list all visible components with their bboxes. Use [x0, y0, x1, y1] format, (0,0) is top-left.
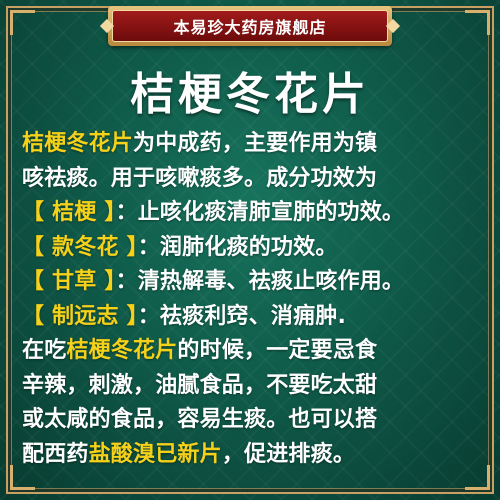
text-line: 【 制远志 】：祛痰利窍、消痈肿.: [22, 300, 492, 335]
text-line: 【 甘草 】：清热解毒、祛痰止咳作用。: [22, 265, 492, 300]
body-text: ：祛痰利窍、消痈肿.: [137, 303, 347, 329]
body-text: ：止咳化痰清肺宣肺的功效。: [115, 200, 405, 225]
text-line: 辛辣，刺激，油腻食品，不要吃太甜: [22, 369, 492, 404]
text-line: 在吃桔梗冬花片的时候，一定要忌食: [22, 334, 492, 369]
text-line: 【 款冬花 】：润肺化痰的功效。: [22, 231, 492, 266]
highlighted-text: 桔梗冬花片: [22, 131, 134, 156]
text-line: 咳祛痰。用于咳嗽痰多。成分功效为: [22, 162, 492, 197]
text-line: 桔梗冬花片为中成药，主要作用为镇: [22, 127, 492, 162]
body-text: ，促进排痰。: [221, 441, 356, 467]
highlighted-text: 【 甘草 】: [22, 269, 116, 294]
store-banner: 本易珍大药房旗舰店: [99, 6, 401, 46]
highlighted-text: 桔梗冬花片: [66, 338, 178, 363]
body-text: 配西药: [22, 441, 89, 467]
body-text: 的时候，一定要忌食: [177, 338, 378, 363]
description-text: 桔梗冬花片为中成药，主要作用为镇 咳祛痰。用于咳嗽痰多。成分功效为【 桔梗 】：止…: [22, 127, 492, 472]
body-text: 咳祛痰。用于咳嗽痰多。成分功效为: [22, 165, 378, 191]
body-text: ：清热解毒、祛痰止咳作用。: [115, 269, 405, 294]
text-line: 配西药盐酸溴已新片，促进排痰。: [22, 438, 492, 473]
text-line: 或太咸的食品，容易生痰。也可以搭: [22, 403, 492, 438]
body-text: 或太咸的食品，容易生痰。也可以搭: [22, 407, 378, 432]
store-name: 本易珍大药房旗舰店: [173, 18, 327, 37]
highlighted-text: 【 款冬花 】: [22, 234, 138, 260]
highlighted-text: 【 制远志 】: [22, 303, 138, 329]
text-line: 【 桔梗 】：止咳化痰清肺宣肺的功效。: [22, 196, 492, 231]
body-text: 为中成药，主要作用为镇: [133, 131, 378, 156]
body-text: 在吃: [22, 338, 67, 363]
body-text: 辛辣，刺激，油腻食品，不要吃太甜: [22, 372, 378, 398]
body-text: ：润肺化痰的功效。: [137, 234, 338, 260]
highlighted-text: 盐酸溴已新片: [88, 441, 222, 467]
highlighted-text: 【 桔梗 】: [22, 200, 116, 225]
product-title: 桔梗冬花片: [130, 69, 370, 120]
store-banner-plate: 本易珍大药房旗舰店: [112, 10, 388, 42]
